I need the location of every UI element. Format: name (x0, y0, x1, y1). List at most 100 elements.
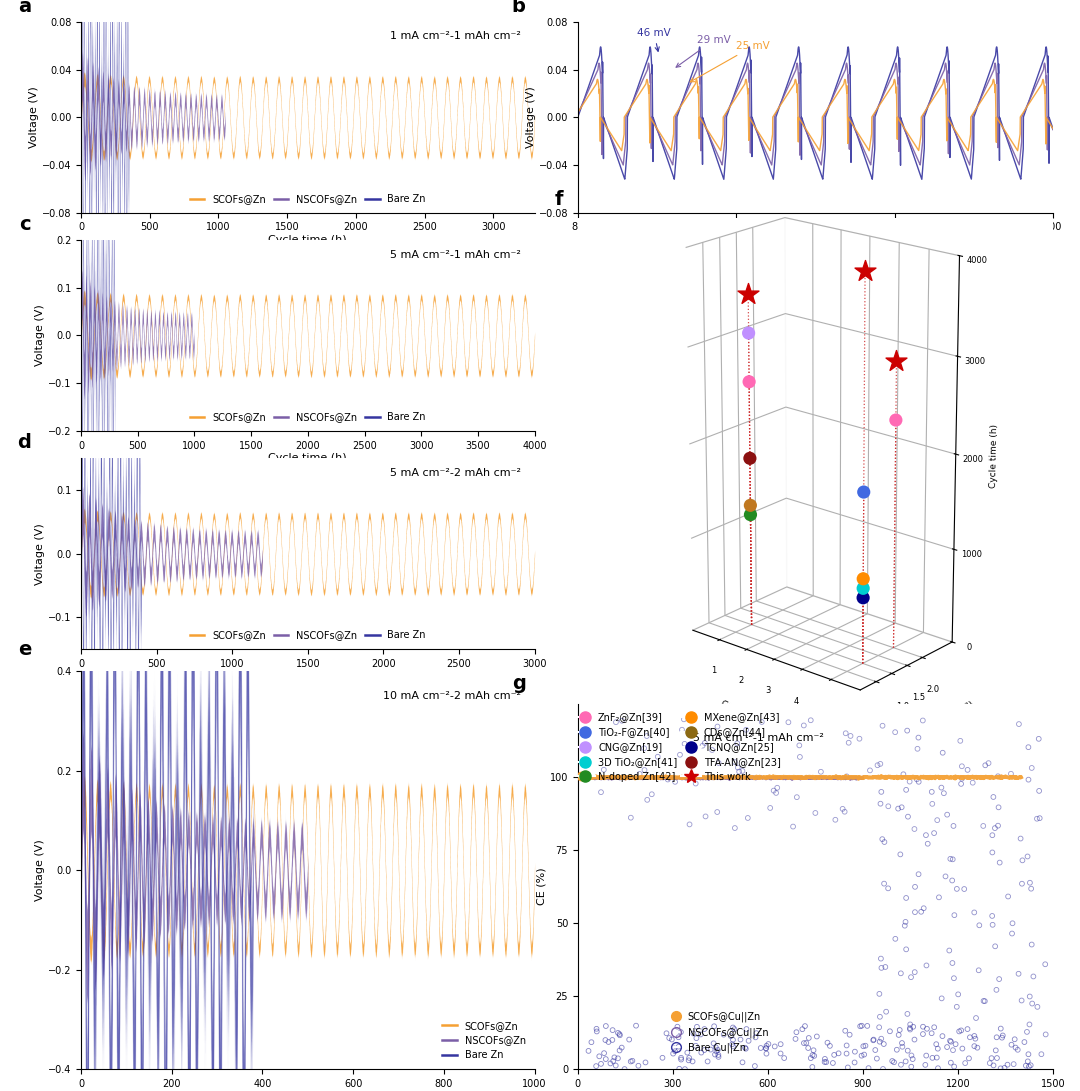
Point (887, 723, 904, 741)
Point (613, 1039, 631, 1056)
Point (883, 1053, 901, 1070)
Point (663, 1031, 680, 1048)
Point (710, 1041, 727, 1058)
Point (846, 1054, 863, 1071)
Point (602, 1055, 619, 1072)
Point (893, 799, 910, 816)
Point (859, 1017, 876, 1034)
Point (887, 931, 904, 948)
Text: 25 mV: 25 mV (690, 41, 770, 82)
Point (942, 1054, 959, 1071)
Y-axis label: Voltage (V): Voltage (V) (35, 304, 45, 367)
Point (1020, 739, 1037, 756)
Point (669, 1018, 686, 1035)
Point (737, 1039, 754, 1056)
Point (757, 1040, 774, 1057)
Point (671, 1060, 688, 1078)
Point (705, 1034, 723, 1052)
Point (766, 1038, 783, 1055)
Point (944, 1042, 961, 1059)
Text: c: c (19, 215, 31, 235)
Point (879, 798, 896, 815)
Point (877, 1003, 894, 1020)
Point (715, 1026, 732, 1043)
Point (1029, 998, 1047, 1016)
Point (934, 1028, 951, 1045)
Point (930, 888, 947, 906)
Point (851, 730, 868, 747)
Point (989, 817, 1007, 835)
Point (944, 851, 961, 868)
Point (971, 916, 988, 934)
Point (865, 1032, 882, 1050)
Point (892, 846, 909, 863)
Point (839, 1058, 856, 1076)
Point (875, 1035, 892, 1053)
Point (599, 1033, 617, 1051)
Point (856, 1036, 874, 1054)
Point (703, 741, 720, 758)
X-axis label: Current (mA cm⁻²): Current (mA cm⁻²) (720, 699, 802, 736)
Point (939, 1039, 956, 1056)
Point (838, 1045, 855, 1063)
Point (758, 1045, 775, 1063)
Text: b: b (512, 0, 526, 16)
Point (824, 1054, 841, 1071)
Point (644, 786, 661, 803)
Point (966, 1038, 983, 1055)
Point (892, 1056, 909, 1074)
Point (915, 1026, 932, 1043)
Point (928, 1035, 945, 1053)
Point (1007, 1039, 1024, 1056)
Point (708, 718, 726, 735)
Point (923, 1024, 941, 1042)
Point (694, 736, 712, 754)
Point (942, 1032, 959, 1050)
Point (758, 1038, 775, 1055)
Point (918, 1047, 935, 1065)
Point (968, 1009, 985, 1027)
Point (935, 784, 953, 802)
Point (990, 970, 1008, 987)
Point (710, 1048, 727, 1066)
Point (752, 1040, 769, 1057)
Point (853, 1017, 870, 1034)
Point (673, 1051, 690, 1068)
Point (976, 756, 994, 774)
Point (985, 1057, 1002, 1075)
Point (802, 711, 820, 729)
Point (605, 1053, 622, 1070)
Point (1031, 810, 1049, 827)
Point (990, 799, 1008, 816)
Point (866, 1041, 883, 1058)
Point (915, 1018, 932, 1035)
Point (692, 1044, 710, 1062)
Point (807, 804, 824, 822)
Point (966, 1028, 983, 1045)
Point (918, 957, 935, 974)
Point (607, 714, 624, 731)
Point (798, 1034, 815, 1052)
Point (1013, 992, 1030, 1009)
Point (597, 1017, 615, 1034)
Point (842, 728, 860, 745)
Point (1021, 987, 1038, 1005)
Point (964, 774, 982, 791)
Point (994, 1029, 1011, 1046)
Point (873, 959, 890, 976)
Legend: SCOFs@Cu||Zn, NSCOFs@Cu||Zn, Bare Cu||Zn: SCOFs@Cu||Zn, NSCOFs@Cu||Zn, Bare Cu||Zn (669, 1008, 772, 1057)
Point (984, 843, 1001, 861)
Point (868, 1050, 886, 1067)
Point (961, 1029, 978, 1046)
Point (872, 1008, 889, 1026)
Point (851, 1018, 868, 1035)
Point (981, 1054, 998, 1071)
Point (954, 770, 971, 788)
Point (784, 818, 801, 836)
Point (923, 1050, 941, 1067)
Point (653, 1050, 671, 1067)
Point (933, 990, 950, 1007)
Point (917, 826, 934, 843)
Point (902, 1016, 919, 1033)
Point (918, 1020, 935, 1038)
